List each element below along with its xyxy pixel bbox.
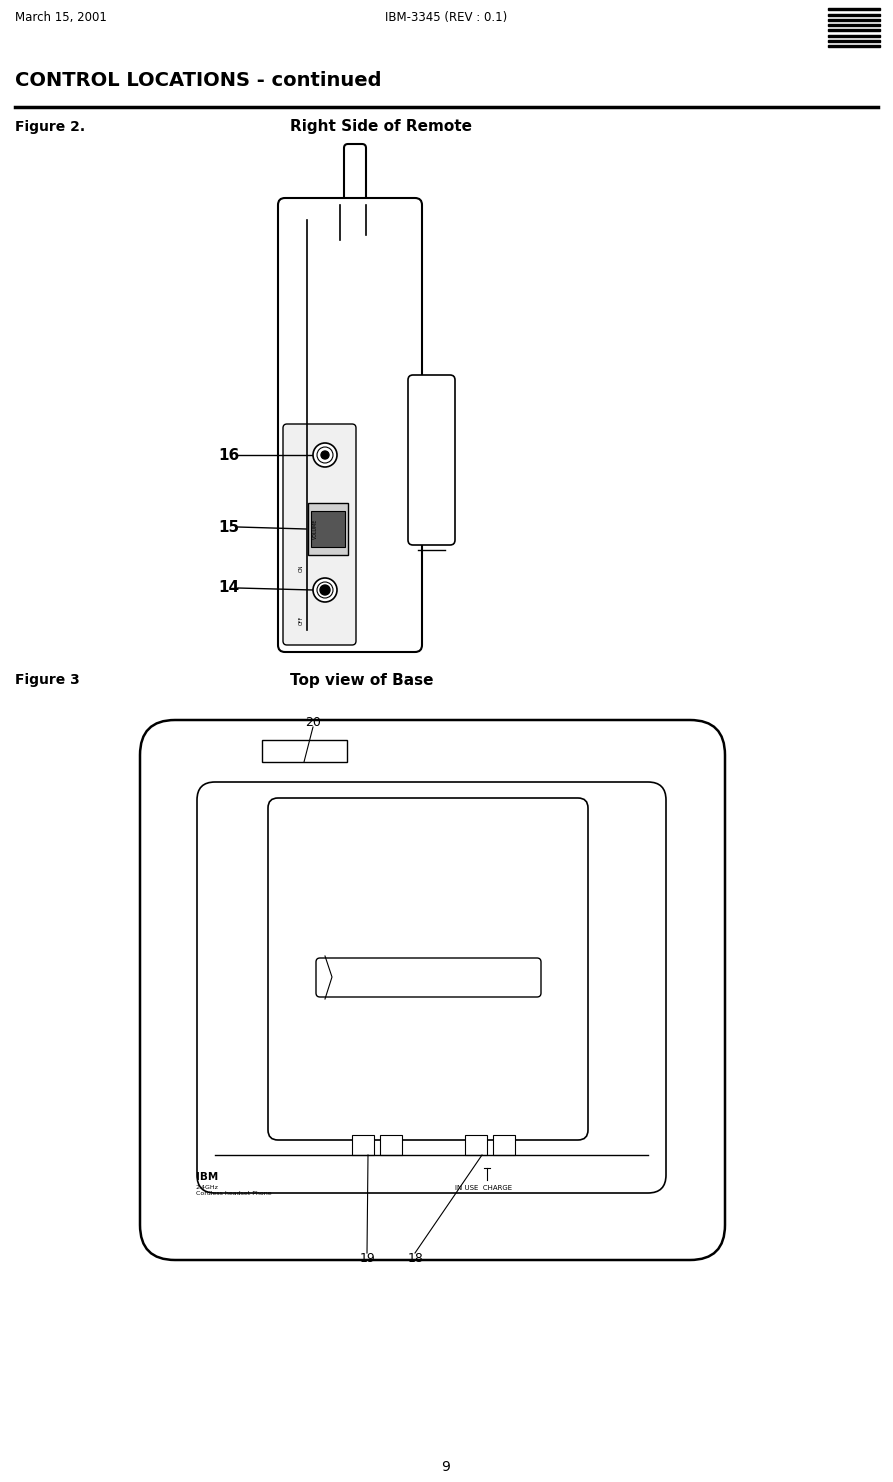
Circle shape <box>313 443 337 467</box>
Text: ON: ON <box>299 565 304 572</box>
FancyBboxPatch shape <box>283 424 356 645</box>
Bar <box>465 1135 487 1154</box>
Text: VOLUME: VOLUME <box>313 519 318 539</box>
Bar <box>828 19 880 21</box>
Bar <box>311 511 345 547</box>
Text: Figure 2.: Figure 2. <box>15 120 85 133</box>
Circle shape <box>321 451 329 459</box>
Text: IBM: IBM <box>196 1172 218 1183</box>
Bar <box>308 502 348 554</box>
Bar <box>262 740 347 762</box>
Text: 19: 19 <box>360 1251 376 1264</box>
FancyBboxPatch shape <box>344 144 366 213</box>
Circle shape <box>313 578 337 602</box>
Bar <box>828 34 880 37</box>
Bar <box>828 44 880 47</box>
Text: CONTROL LOCATIONS - continued: CONTROL LOCATIONS - continued <box>15 71 381 89</box>
FancyBboxPatch shape <box>278 199 422 652</box>
Bar <box>828 30 880 31</box>
Text: March 15, 2001: March 15, 2001 <box>15 12 107 25</box>
Text: 9: 9 <box>441 1460 450 1475</box>
Text: 15: 15 <box>218 520 239 535</box>
Bar <box>828 24 880 27</box>
Text: OFF: OFF <box>299 615 304 624</box>
Text: 14: 14 <box>218 581 239 596</box>
Text: 18: 18 <box>408 1251 424 1264</box>
Circle shape <box>320 585 330 594</box>
Text: Top view of Base: Top view of Base <box>290 673 433 688</box>
Text: IN USE  CHARGE: IN USE CHARGE <box>455 1186 512 1192</box>
Bar <box>828 13 880 15</box>
Text: 20: 20 <box>305 716 321 729</box>
Bar <box>493 1135 515 1154</box>
FancyBboxPatch shape <box>197 782 666 1193</box>
FancyBboxPatch shape <box>140 720 725 1260</box>
Text: Figure 3: Figure 3 <box>15 673 79 688</box>
Text: Right Side of Remote: Right Side of Remote <box>290 120 472 135</box>
Bar <box>828 40 880 41</box>
Text: IBM-3345 (REV : 0.1): IBM-3345 (REV : 0.1) <box>385 12 507 25</box>
FancyBboxPatch shape <box>408 375 455 545</box>
Bar <box>828 9 880 10</box>
Text: 16: 16 <box>218 448 239 462</box>
FancyBboxPatch shape <box>268 797 588 1140</box>
Bar <box>352 1135 374 1154</box>
Bar <box>380 1135 402 1154</box>
Text: 2.4GHz
Cordless headset Phone: 2.4GHz Cordless headset Phone <box>196 1186 271 1196</box>
FancyBboxPatch shape <box>316 957 541 997</box>
